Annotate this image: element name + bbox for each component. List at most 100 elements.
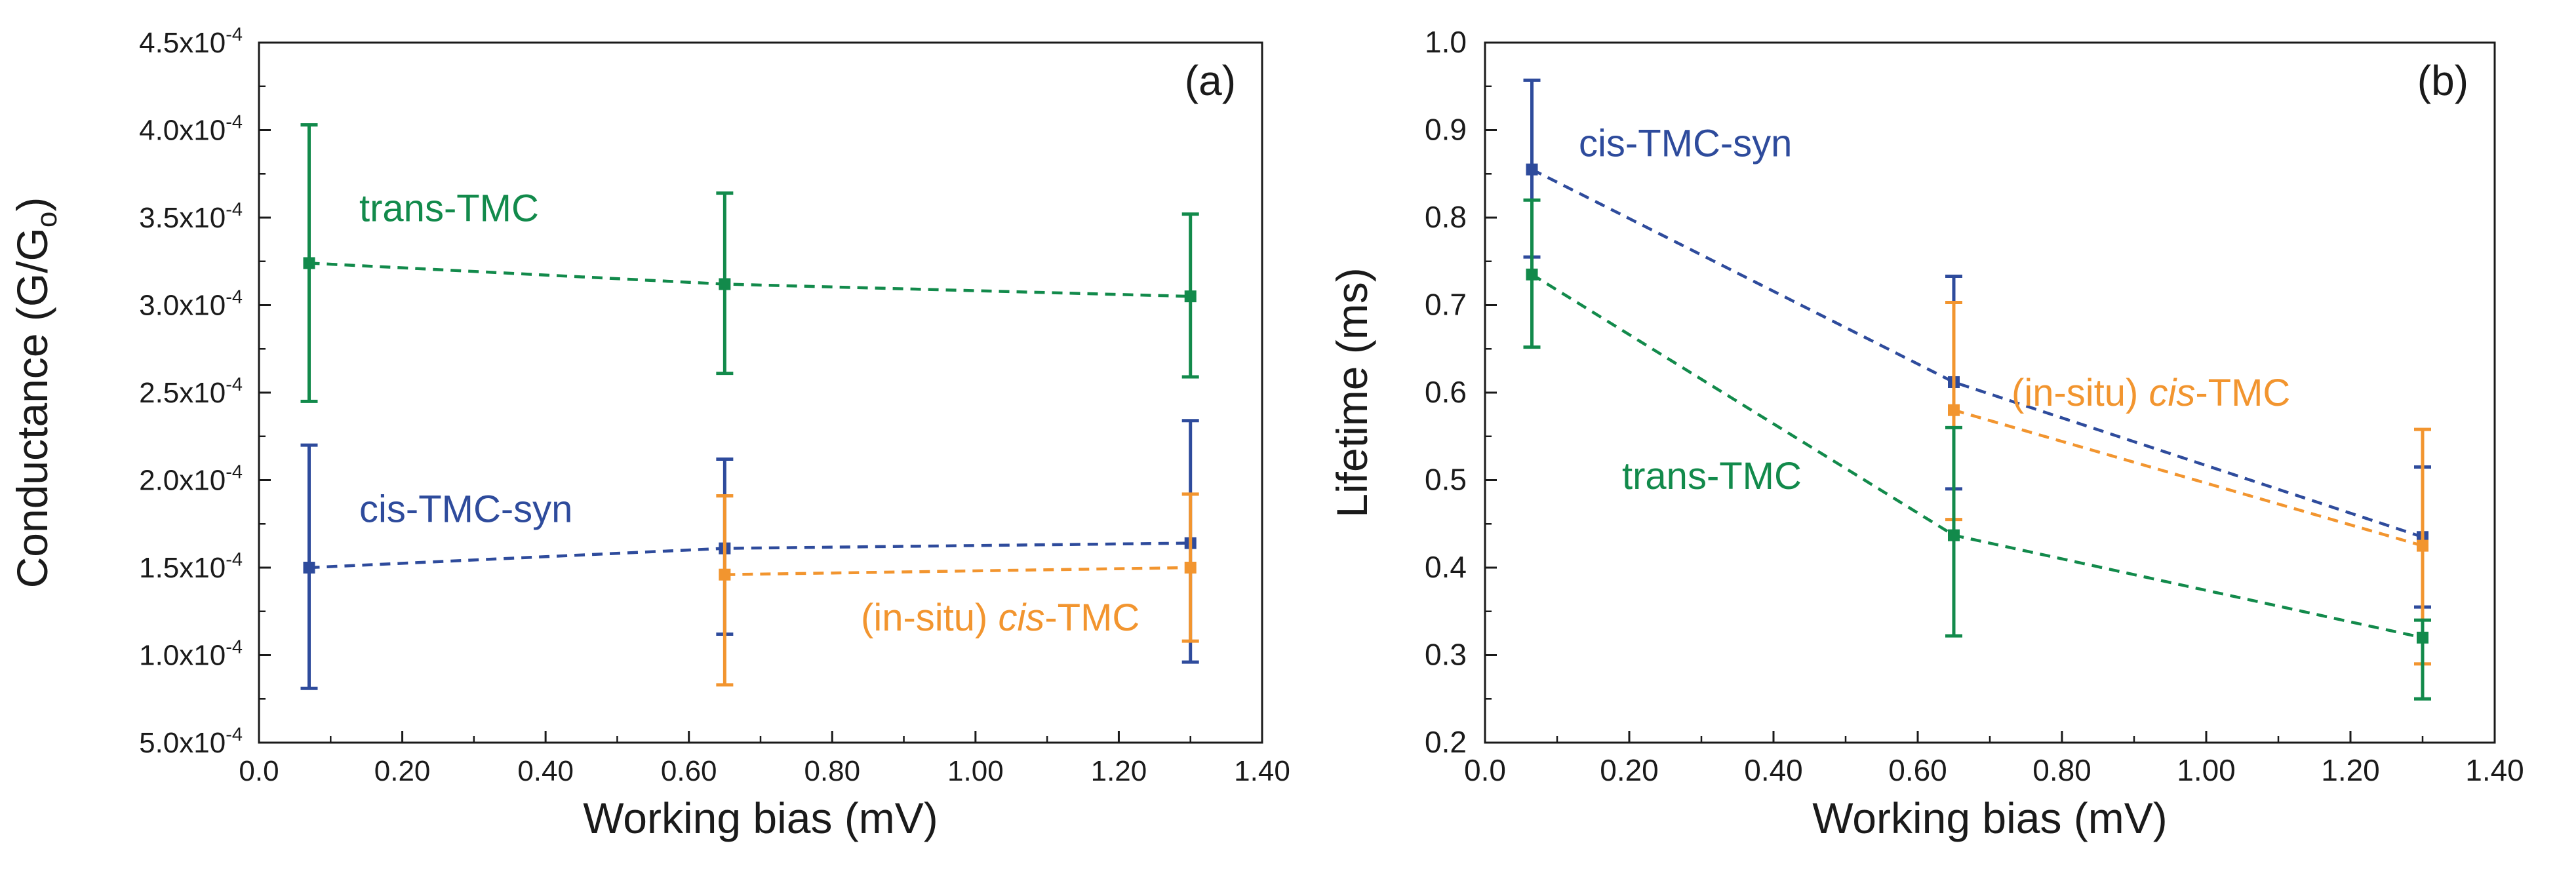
- y-tick-mantissa: 3.0x10: [139, 290, 226, 322]
- x-tick-label: 0.20: [1600, 753, 1659, 787]
- series-trans-tmc: trans-TMC: [300, 123, 1199, 403]
- series-label-part: trans-TMC: [359, 187, 539, 229]
- y-tick-label: 0.8: [1425, 200, 1467, 234]
- x-tick-label: 0.80: [2032, 753, 2091, 787]
- data-point: [1948, 529, 1960, 541]
- series-label: cis-TMC-syn: [1579, 123, 1792, 165]
- y-tick-exponent: -4: [226, 112, 243, 133]
- y-tick-label: 0.3: [1425, 638, 1467, 672]
- y-tick-mantissa: 3.5x10: [139, 202, 226, 234]
- x-tick-label: 0.20: [374, 755, 431, 787]
- series-line: [1531, 168, 2423, 539]
- series-label-part: cis-TMC-syn: [1579, 123, 1792, 165]
- data-point: [719, 278, 731, 290]
- series-label-part: cis: [2149, 372, 2195, 414]
- chart-panel-b: 0.0 0.20 0.40 0.60 0.80 1.00 1.20 1.40 0.2 0.3 0.4…: [1328, 25, 2524, 842]
- y-axis-title-main: Conductance (G/G: [8, 227, 56, 588]
- y-tick-label: 1.5x10-4: [139, 549, 243, 584]
- x-tick-label: 1.20: [2321, 753, 2380, 787]
- y-tick-label: 4.0x10-4: [139, 112, 243, 147]
- series-label: (in-situ) cis-TMC: [2011, 372, 2290, 414]
- data-point: [2417, 539, 2428, 552]
- y-axis-title-main: Lifetime (ms): [1328, 267, 1376, 517]
- series-label-part: (in-situ): [861, 596, 998, 639]
- data-point: [1948, 404, 1960, 416]
- data-point: [1184, 562, 1197, 574]
- y-tick-label: 0.9: [1425, 113, 1467, 147]
- y-axis-title: Lifetime (ms): [1328, 267, 1376, 517]
- x-tick-label: 0.0: [1464, 753, 1506, 787]
- x-tick-label: 0.60: [1888, 753, 1947, 787]
- y-tick-mantissa: 1.0: [1425, 25, 1467, 59]
- y-tick-exponent: -4: [226, 24, 243, 45]
- y-tick-label: 2.5x10-4: [139, 374, 243, 409]
- y-tick-label: 0.2: [1425, 725, 1467, 759]
- y-axis-title: Conductance (G/Go): [8, 197, 63, 589]
- y-tick-mantissa: 0.4: [1425, 550, 1467, 584]
- series-label-part: cis: [998, 596, 1044, 639]
- x-tick-label: 0.40: [517, 755, 574, 787]
- panel-label: (b): [2417, 57, 2468, 104]
- y-tick-label: 3.5x10-4: [139, 199, 243, 234]
- y-tick-label: 0.7: [1425, 288, 1467, 322]
- y-tick-mantissa: 4.0x10: [139, 115, 226, 147]
- x-tick-label: 0.0: [239, 755, 279, 787]
- y-tick-mantissa: 4.5x10: [139, 27, 226, 59]
- y-tick-label: 1.0x10-4: [139, 637, 243, 672]
- y-tick-exponent: -4: [226, 724, 243, 745]
- y-tick-label: 1.0: [1425, 25, 1467, 59]
- x-tick-label: 1.00: [947, 755, 1004, 787]
- series-label: cis-TMC-syn: [359, 488, 572, 531]
- y-tick-label: 4.5x10-4: [139, 24, 243, 59]
- y-tick-mantissa: 0.7: [1425, 288, 1467, 322]
- y-tick-label: 2.0x10-4: [139, 462, 243, 497]
- series-in-situ-cis-tmc: (in-situ) cis-TMC: [716, 492, 1199, 687]
- y-tick-mantissa: 0.9: [1425, 113, 1467, 147]
- data-point: [303, 257, 315, 269]
- y-tick-label: 0.4: [1425, 550, 1467, 584]
- y-tick-mantissa: 1.0x10: [139, 640, 226, 672]
- x-axis-title: Working bias (mV): [1812, 794, 2168, 842]
- data-point: [303, 562, 315, 574]
- y-tick-mantissa: 0.8: [1425, 200, 1467, 234]
- series-label-part: (in-situ): [2011, 372, 2149, 414]
- x-tick-label: 1.40: [1234, 755, 1290, 787]
- y-tick-exponent: -4: [226, 287, 243, 308]
- chart-panel-a: 0.0 0.20 0.40 0.60 0.80 1.00 1.20 1.405.0x10-41…: [8, 24, 1290, 842]
- x-axis-title: Working bias (mV): [583, 794, 938, 842]
- y-tick-mantissa: 5.0x10: [139, 727, 226, 759]
- series-line: [724, 566, 1191, 576]
- y-tick-mantissa: 2.0x10: [139, 465, 226, 497]
- y-tick-exponent: -4: [226, 374, 243, 395]
- y-tick-exponent: -4: [226, 462, 243, 483]
- series-label-part: cis-TMC-syn: [359, 488, 572, 531]
- series-label-part: -TMC: [1044, 596, 1139, 639]
- x-tick-label: 0.80: [804, 755, 860, 787]
- data-point: [1526, 163, 1538, 176]
- x-tick-label: 1.40: [2465, 753, 2524, 787]
- y-tick-mantissa: 0.3: [1425, 638, 1467, 672]
- series-label: trans-TMC: [1622, 455, 1802, 497]
- y-axis-title-subscript: o: [31, 212, 63, 227]
- data-point: [2417, 631, 2428, 644]
- y-tick-mantissa: 2.5x10: [139, 377, 226, 409]
- x-tick-label: 1.00: [2177, 753, 2236, 787]
- y-tick-exponent: -4: [226, 199, 243, 220]
- series-label-part: trans-TMC: [1622, 455, 1802, 497]
- series-label: (in-situ) cis-TMC: [861, 596, 1139, 639]
- y-tick-label: 0.6: [1425, 375, 1467, 409]
- y-axis-title-close: ): [8, 197, 56, 212]
- y-tick-exponent: -4: [226, 637, 243, 658]
- x-tick-label: 0.60: [661, 755, 717, 787]
- y-tick-exponent: -4: [226, 549, 243, 570]
- y-tick-label: 3.0x10-4: [139, 287, 243, 322]
- data-point: [1526, 268, 1538, 281]
- series-label-part: -TMC: [2195, 372, 2290, 414]
- data-point: [719, 568, 731, 581]
- y-tick-mantissa: 1.5x10: [139, 552, 226, 584]
- data-point: [1184, 290, 1197, 303]
- y-tick-label: 5.0x10-4: [139, 724, 243, 759]
- y-tick-mantissa: 0.6: [1425, 375, 1467, 409]
